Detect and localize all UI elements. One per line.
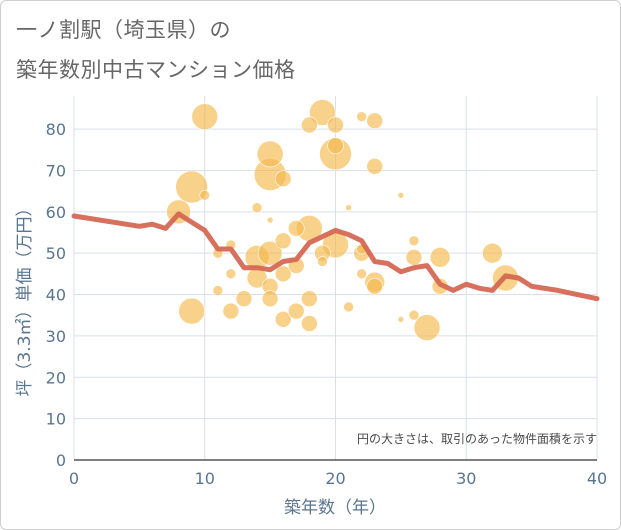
bubble-point (222, 302, 240, 320)
x-tick-label: 30 (456, 469, 476, 488)
bubble-point (212, 285, 224, 296)
bubble-point (251, 202, 263, 213)
x-tick-label: 0 (69, 469, 79, 488)
bubble-point (274, 170, 292, 188)
chart-title-line2: 築年数別中古マンション価格 (16, 58, 296, 82)
y-tick-label: 50 (46, 244, 66, 263)
bubble-point (301, 116, 318, 134)
average-price-line (71, 211, 600, 302)
average-line-group (71, 211, 600, 302)
bubble-series (166, 99, 519, 341)
bubble-point (266, 216, 274, 224)
bubble-point (261, 290, 279, 307)
y-axis-label: 坪（3.3㎡）単価（万円） (15, 199, 35, 396)
y-tick-label: 10 (46, 410, 66, 429)
bubble-point (327, 116, 344, 134)
axes: 0 10 20 30 40 50 60 70 80 0 10 20 30 40 (46, 120, 608, 488)
bubble-point (301, 290, 318, 307)
x-tick-label: 20 (325, 469, 345, 488)
bubble-point (256, 140, 284, 168)
bubble-point (366, 277, 384, 295)
bubble-point (317, 256, 328, 267)
bubble-point (356, 111, 367, 122)
bubble-point (287, 220, 305, 237)
y-tick-label: 40 (46, 286, 66, 305)
bubble-point (178, 297, 205, 325)
bubble-point (429, 247, 451, 268)
bubble-point (199, 189, 211, 201)
bubble-point (482, 242, 503, 264)
x-tick-label: 40 (587, 469, 607, 488)
bubble-point (405, 249, 423, 266)
bubble-point (408, 235, 420, 247)
chart-title-line1: 一ノ割駅（埼玉県）の (16, 18, 231, 42)
bubble-point (327, 137, 344, 154)
bubble-point (274, 232, 292, 250)
y-tick-label: 60 (46, 203, 66, 222)
bubble-point (343, 301, 354, 313)
bubble-point (397, 191, 405, 199)
bubble-point (257, 240, 283, 266)
y-tick-label: 20 (46, 368, 66, 387)
bubble-point (345, 204, 352, 211)
bubble-point (366, 112, 384, 130)
y-tick-label: 70 (46, 161, 66, 180)
y-tick-label: 80 (46, 120, 66, 139)
bubble-point (191, 103, 219, 130)
bubble-point (274, 265, 292, 283)
bubble-point (413, 314, 441, 341)
y-tick-label: 30 (46, 327, 66, 346)
bubble-point (408, 309, 420, 321)
bubble-point (397, 316, 405, 323)
y-tick-label: 0 (56, 451, 66, 470)
bubble-point (366, 158, 384, 175)
x-tick-label: 10 (195, 469, 215, 488)
bubble-point (225, 268, 237, 280)
x-axis-label: 築年数（年） (284, 498, 386, 518)
bubble-point (301, 315, 318, 332)
bubble-point (235, 290, 253, 307)
bubble-point (287, 302, 305, 320)
bubble-point (356, 268, 367, 280)
bubble-point (274, 311, 292, 328)
size-note: 円の大きさは、取引のあった物件面積を示す (357, 431, 597, 446)
bubble-point (309, 99, 336, 126)
